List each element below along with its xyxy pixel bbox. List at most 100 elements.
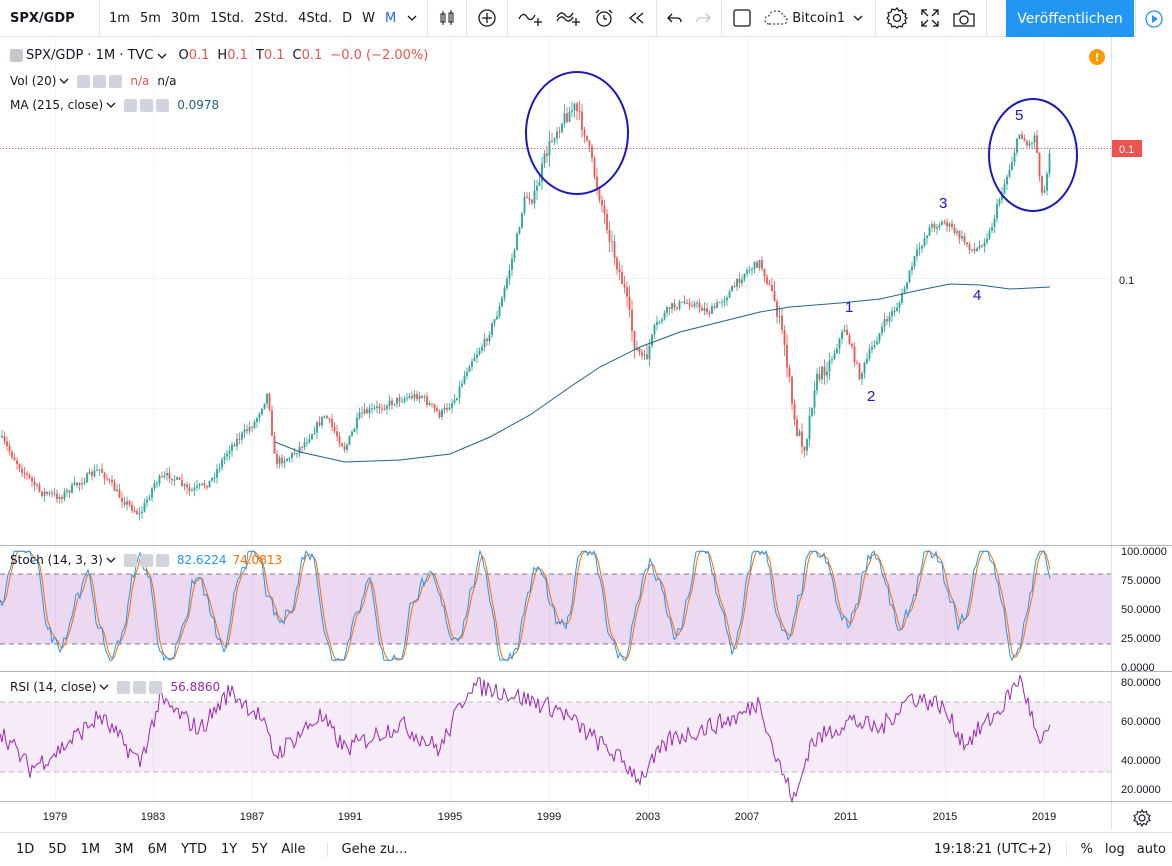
candle-body — [806, 439, 808, 451]
candle-body — [823, 366, 826, 376]
candle-body — [778, 315, 781, 317]
chevron-down-icon[interactable] — [59, 77, 69, 85]
rsi-legend[interactable]: RSI (14, close) 56.8860 — [10, 680, 220, 694]
chart-type-button[interactable] — [432, 0, 462, 37]
stoch-legend[interactable]: Stoch (14, 3, 3) 82.6224 74.0813 — [10, 553, 282, 567]
minimize-icon[interactable] — [10, 49, 23, 62]
fullscreen-frame-button[interactable] — [726, 0, 758, 37]
interval-4h[interactable]: 4Std. — [298, 10, 333, 26]
range-1y[interactable]: 1Y — [220, 842, 238, 857]
interval-1m[interactable]: 1m — [109, 10, 130, 26]
ellipse-top-2018[interactable] — [988, 98, 1078, 212]
publish-dropdown-button[interactable] — [1135, 0, 1172, 37]
close-icon[interactable] — [155, 553, 169, 567]
time-tick-label: 2003 — [636, 811, 660, 823]
percent-toggle[interactable]: % — [1080, 842, 1093, 857]
ma-legend[interactable]: MA (215, close) 0.0978 — [10, 98, 219, 112]
candle-body — [141, 511, 143, 514]
ellipse-top-2000[interactable] — [525, 71, 629, 195]
chevron-down-icon[interactable] — [106, 101, 116, 109]
interval-2h[interactable]: 2Std. — [254, 10, 289, 26]
candle-body — [986, 238, 988, 243]
gear-icon[interactable] — [139, 553, 153, 567]
candle-body — [563, 113, 566, 124]
publish-button[interactable]: Veröffentlichen — [1006, 0, 1134, 37]
eye-icon[interactable] — [117, 680, 131, 694]
range-3m[interactable]: 3M — [114, 842, 134, 857]
fullscreen-button[interactable] — [914, 0, 946, 37]
candle-body — [321, 416, 323, 426]
alert-button[interactable] — [588, 0, 622, 37]
interval-d[interactable]: D — [342, 10, 353, 26]
eye-icon[interactable] — [77, 74, 91, 88]
candle-body — [928, 227, 931, 236]
candle-body — [323, 416, 326, 418]
warning-icon[interactable]: ! — [1089, 49, 1105, 65]
interval-m[interactable]: M — [385, 10, 397, 26]
axis-settings-button[interactable] — [1133, 808, 1151, 828]
eye-icon[interactable] — [123, 553, 137, 567]
time-axis[interactable]: 1979 1983 1987 1991 1995 1999 2003 2007 2011 2015… — [43, 811, 1056, 823]
candle-body — [488, 335, 491, 342]
interval-1h[interactable]: 1Std. — [210, 10, 245, 26]
gear-icon[interactable] — [140, 98, 154, 112]
chevron-down-icon[interactable] — [157, 52, 167, 60]
candle-body — [326, 416, 328, 419]
gear-icon[interactable] — [93, 74, 107, 88]
settings-button[interactable] — [880, 0, 914, 37]
undo-button[interactable] — [661, 0, 689, 37]
candle-body — [283, 461, 286, 464]
range-ytd[interactable]: YTD — [181, 842, 207, 857]
log-toggle[interactable]: log — [1104, 842, 1125, 857]
chevron-down-icon[interactable] — [106, 556, 116, 564]
candle-body — [566, 113, 568, 122]
candle-body — [933, 224, 936, 229]
candle-body — [861, 373, 863, 379]
candle-body — [613, 241, 616, 258]
range-1d[interactable]: 1D — [16, 842, 35, 857]
layout-name-button[interactable]: Bitcoin1 — [758, 0, 871, 37]
close-icon[interactable] — [149, 680, 163, 694]
candle-body — [48, 492, 51, 494]
close-icon[interactable] — [109, 74, 123, 88]
candle-body — [471, 361, 473, 367]
interval-5m[interactable]: 5m — [139, 10, 161, 26]
interval-dropdown[interactable] — [401, 0, 423, 37]
range-all[interactable]: Alle — [281, 842, 306, 857]
candle-body — [6, 441, 8, 447]
chart-svg[interactable]: 1 2 3 4 5 0.1 0.1 100.0000 75.0000 50.00… — [0, 37, 1172, 830]
candle-body — [301, 446, 303, 448]
candle-body — [63, 491, 66, 500]
candle-body — [436, 408, 438, 412]
candle-body — [708, 312, 711, 314]
interval-30m[interactable]: 30m — [170, 10, 201, 26]
candle-body — [496, 316, 498, 320]
range-5y[interactable]: 5Y — [251, 842, 268, 857]
goto-button[interactable]: Gehe zu... — [326, 842, 407, 857]
snapshot-button[interactable] — [946, 0, 982, 37]
candle-body — [448, 407, 451, 410]
replay-button[interactable] — [622, 0, 652, 37]
range-1m[interactable]: 1M — [80, 842, 101, 857]
templates-button[interactable] — [550, 0, 588, 37]
candle-body — [786, 344, 788, 368]
main-legend[interactable]: SPX/GDP · 1M · TVC O 0.1 H 0.1 T 0.1 C 0.1 −… — [10, 48, 428, 63]
gear-icon[interactable] — [133, 680, 147, 694]
symbol-search-button[interactable]: SPX/GDP — [0, 0, 100, 37]
close-icon[interactable] — [156, 98, 170, 112]
chevron-down-icon[interactable] — [99, 683, 109, 691]
redo-button[interactable] — [689, 0, 717, 37]
auto-toggle[interactable]: auto — [1136, 842, 1166, 857]
indicators-button[interactable] — [512, 0, 550, 37]
candle-body — [93, 470, 96, 477]
interval-w[interactable]: W — [362, 10, 376, 26]
clock-display[interactable]: 19:18:21 (UTC+2) — [928, 842, 1067, 857]
vol-legend[interactable]: Vol (20) n/a n/a — [10, 74, 176, 88]
compare-button[interactable] — [471, 0, 503, 37]
stoch-lines — [0, 549, 1051, 662]
candle-body — [451, 403, 453, 408]
eye-icon[interactable] — [124, 98, 138, 112]
range-6m[interactable]: 6M — [147, 842, 168, 857]
range-5d[interactable]: 5D — [48, 842, 67, 857]
chart-area[interactable]: 1 2 3 4 5 0.1 0.1 100.0000 75.0000 50.00… — [0, 37, 1172, 830]
